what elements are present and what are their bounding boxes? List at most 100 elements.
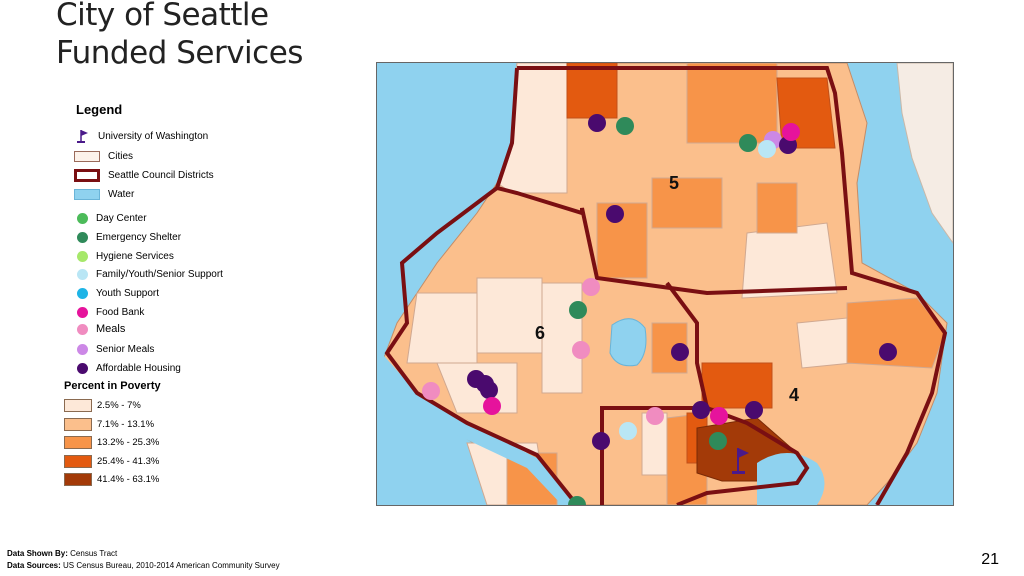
legend-item-youth-support: Youth Support xyxy=(74,285,159,301)
cities-swatch xyxy=(74,150,100,162)
family-support-dot xyxy=(77,268,88,280)
district-boundary xyxy=(600,281,710,505)
affordable-housing-point xyxy=(588,114,606,132)
legend-item-food-bank: Food Bank xyxy=(74,304,144,320)
family-support-point xyxy=(758,140,776,158)
meals-point xyxy=(582,278,600,296)
legend-item-day-center: Day Center xyxy=(74,210,147,226)
legend-item-water: Water xyxy=(74,186,134,202)
tract-light xyxy=(796,317,853,369)
poverty-label: 7.1% - 13.1% xyxy=(97,418,155,430)
emergency-shelter-point xyxy=(709,432,727,450)
legend-item-emergency-shelter: Emergency Shelter xyxy=(74,229,181,245)
district-label-4: 4 xyxy=(789,385,799,405)
emergency-shelter-point xyxy=(739,134,757,152)
affordable-housing-point xyxy=(592,432,610,450)
poverty-class-2: 7.1% - 13.1% xyxy=(64,417,154,431)
flag-icon xyxy=(77,130,88,143)
legend-label: Senior Meals xyxy=(96,343,155,355)
affordable-housing-point xyxy=(879,343,897,361)
legend-label: Family/Youth/Senior Support xyxy=(96,268,223,280)
tract-light xyxy=(741,222,838,299)
meals-point xyxy=(422,382,440,400)
emergency-shelter-point xyxy=(568,496,586,505)
tract-dark xyxy=(701,362,773,409)
tract-light xyxy=(541,282,583,394)
legend-label: Day Center xyxy=(96,212,147,224)
legend-item-cities: Cities xyxy=(74,148,133,164)
legend-label: Meals xyxy=(96,323,126,335)
ship-canal xyxy=(377,348,577,505)
hygiene-dot xyxy=(77,250,88,262)
legend-title: Legend xyxy=(76,102,123,117)
map-canvas: 5 6 4 xyxy=(377,63,953,505)
district-label-6: 6 xyxy=(535,323,545,343)
poverty-label: 2.5% - 7% xyxy=(97,399,141,411)
affordable-housing-point xyxy=(606,205,624,223)
tract-medium xyxy=(686,63,778,144)
legend-item-family-support: Family/Youth/Senior Support xyxy=(74,266,223,282)
poverty-label: 25.4% - 41.3% xyxy=(97,455,160,467)
district-boundary xyxy=(676,406,810,505)
legend-label: Emergency Shelter xyxy=(96,231,182,243)
poverty-label: 13.2% - 25.3% xyxy=(97,436,160,448)
legend-item-meals: Meals xyxy=(74,321,125,337)
affordable-housing-point xyxy=(745,401,763,419)
poverty-class-3: 13.2% - 25.3% xyxy=(64,435,159,449)
legend-item-senior-meals: Senior Meals xyxy=(74,341,154,357)
district-label-5: 5 xyxy=(669,173,679,193)
legend-label: Food Bank xyxy=(96,306,145,318)
food-bank-dot xyxy=(77,306,88,318)
district-boundary xyxy=(384,186,579,505)
tract-light xyxy=(496,63,568,194)
tract-medium xyxy=(651,177,723,229)
sources-label: Data Sources: xyxy=(7,561,61,570)
affordable-housing-point xyxy=(480,381,498,399)
affordable-housing-point xyxy=(671,343,689,361)
emergency-shelter-point xyxy=(569,301,587,319)
senior-meals-dot xyxy=(77,343,88,355)
university-flag-icon xyxy=(732,448,749,474)
affordable-housing-dot xyxy=(77,362,88,374)
food-bank-point xyxy=(710,407,728,425)
slide-title-line1: City of Seattle xyxy=(56,0,269,33)
poverty-class-5: 41.4% - 63.1% xyxy=(64,472,159,486)
affordable-housing-point xyxy=(692,401,710,419)
shown-by-label: Data Shown By: xyxy=(7,549,68,558)
legend-label: Hygiene Services xyxy=(96,250,174,262)
family-support-point xyxy=(619,422,637,440)
poverty-swatch xyxy=(64,454,92,468)
water-swatch xyxy=(74,188,100,200)
east-shore-land xyxy=(896,63,953,244)
poverty-label: 41.4% - 63.1% xyxy=(97,473,160,485)
youth-support-dot xyxy=(77,287,88,299)
sources-value: US Census Bureau, 2010-2014 American Com… xyxy=(63,561,280,570)
tract-dark xyxy=(566,63,618,119)
tract-medium xyxy=(756,182,798,234)
poverty-legend-title: Percent in Poverty xyxy=(64,380,161,392)
tract-light xyxy=(406,292,478,364)
legend-label: Cities xyxy=(108,150,134,162)
district-swatch xyxy=(74,168,100,182)
slide-title-line2: Funded Services xyxy=(56,35,303,71)
tract-light xyxy=(476,277,543,354)
poverty-swatch xyxy=(64,472,92,486)
district-boundary xyxy=(517,66,948,505)
green-lake xyxy=(609,318,647,367)
poverty-class-4: 25.4% - 41.3% xyxy=(64,454,159,468)
emergency-shelter-dot xyxy=(77,231,88,243)
legend-item-university: University of Washington xyxy=(74,128,208,144)
meals-dot xyxy=(77,323,88,335)
slide-title: City of Seattle Funded Services xyxy=(56,0,356,72)
page-number: 21 xyxy=(981,551,999,568)
poverty-swatch xyxy=(64,417,92,431)
legend-item-districts: Seattle Council Districts xyxy=(74,167,214,183)
poverty-swatch xyxy=(64,398,92,412)
footer-sources: Data Sources: US Census Bureau, 2010-201… xyxy=(7,561,280,570)
food-bank-point xyxy=(483,397,501,415)
day-center-dot xyxy=(77,212,88,224)
legend-label: Affordable Housing xyxy=(96,362,181,374)
poverty-class-1: 2.5% - 7% xyxy=(64,398,141,412)
emergency-shelter-point xyxy=(616,117,634,135)
poverty-map: 5 6 4 xyxy=(376,62,954,506)
